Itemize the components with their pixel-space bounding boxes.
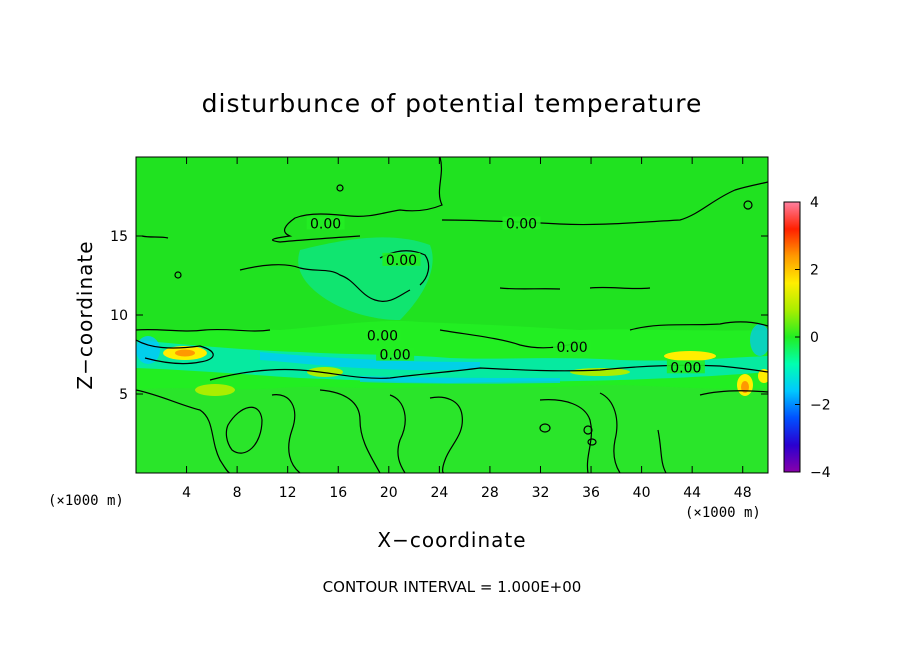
colorbar-tick-label: 2 xyxy=(810,263,819,279)
heatmap-warm-patch-low-2 xyxy=(570,368,630,376)
x-unit-left: (×1000 m) xyxy=(48,493,124,509)
colorbar-tick-label: −2 xyxy=(810,398,831,414)
x-tick-label: 48 xyxy=(734,485,752,501)
heatmap-upper-region xyxy=(136,157,768,331)
contour-line xyxy=(225,406,263,454)
contour-line xyxy=(336,184,344,192)
colorbar-ticks: −4 −2 0 2 4 xyxy=(795,195,831,481)
contour-label: 0.00 xyxy=(386,253,417,269)
contour-label-bg xyxy=(363,328,402,342)
contour-line xyxy=(499,287,561,290)
contour-label-bg xyxy=(306,216,345,230)
heatmap-warm-core-left xyxy=(175,349,195,357)
x-tick-label: 20 xyxy=(380,485,398,501)
y-tick-label: 15 xyxy=(110,229,128,245)
x-unit-right: (×1000 m) xyxy=(685,505,761,521)
contour-line xyxy=(539,399,592,473)
contour-label-bg xyxy=(553,339,592,353)
x-tick-label: 8 xyxy=(233,485,242,501)
contour-line xyxy=(319,389,381,473)
contour-line xyxy=(587,438,597,446)
contour-line xyxy=(629,321,768,331)
y-axis-title: Z−coordinate xyxy=(73,240,97,389)
contour-labels: 0.00 0.00 0.00 0.00 0.00 0.00 0.00 xyxy=(306,216,705,376)
contour-line xyxy=(389,394,406,473)
x-axis: 4 8 12 16 20 24 28 32 36 40 44 48 xyxy=(182,157,752,501)
contour-line xyxy=(583,425,593,435)
y-tick-label: 10 xyxy=(110,308,128,324)
heatmap-warm-patch-low xyxy=(195,384,235,396)
heatmap-left-cold-spot xyxy=(136,336,160,364)
heatmap-cold-band-core xyxy=(260,352,480,371)
contour-line xyxy=(539,423,551,433)
contour-line xyxy=(141,235,169,239)
y-tick-label: 5 xyxy=(119,387,128,403)
contour-line xyxy=(271,394,301,473)
contour-line xyxy=(239,264,411,302)
contour-line xyxy=(699,390,768,396)
colorbar-tick-label: −4 xyxy=(810,465,831,481)
x-tick-label: 40 xyxy=(633,485,651,501)
contour-label: 0.00 xyxy=(556,340,587,356)
contour-line xyxy=(136,389,231,473)
chart-title: disturbunce of potential temperature xyxy=(202,89,703,118)
contour-label-bg xyxy=(382,252,421,266)
contour-label-bg xyxy=(666,360,705,374)
x-tick-label: 44 xyxy=(683,485,701,501)
x-tick-label: 28 xyxy=(481,485,499,501)
colorbar-tick-label: 0 xyxy=(810,330,819,346)
x-tick-label: 16 xyxy=(329,485,347,501)
y-axis: 5 10 15 xyxy=(110,229,768,403)
contour-label: 0.00 xyxy=(380,348,411,364)
contour-line xyxy=(209,364,768,381)
contour-label: 0.00 xyxy=(670,360,701,376)
contour-label-bg xyxy=(376,347,415,361)
contour-line xyxy=(136,328,271,332)
heatmap-warm-core-right xyxy=(741,381,749,393)
x-axis-title: X−coordinate xyxy=(377,528,526,552)
contour-line xyxy=(589,286,651,290)
contour-line xyxy=(429,396,463,473)
x-tick-label: 36 xyxy=(582,485,600,501)
contour-line xyxy=(174,271,182,279)
heatmap-warm-edge-right xyxy=(758,369,768,383)
contour-label-bg xyxy=(502,216,541,230)
heatmap-cold-strip xyxy=(360,376,560,384)
contour-line xyxy=(657,429,667,473)
x-tick-label: 24 xyxy=(430,485,448,501)
heatmap-warm-patch-right xyxy=(664,351,716,361)
contour-line xyxy=(379,250,430,286)
x-tick-label: 32 xyxy=(532,485,550,501)
x-tick-label: 4 xyxy=(182,485,191,501)
heatmap-field: 0.00 0.00 0.00 0.00 0.00 0.00 0.00 xyxy=(136,157,768,473)
contour-label: 0.00 xyxy=(506,217,537,233)
contour-line xyxy=(272,157,443,243)
contour-line xyxy=(599,392,621,473)
contour-label: 0.00 xyxy=(367,329,398,345)
heatmap-right-cold-spot xyxy=(750,324,768,356)
contour-line xyxy=(136,339,214,365)
contour-line xyxy=(743,200,753,210)
heatmap-lower-region xyxy=(136,384,768,473)
contour-label: 0.00 xyxy=(310,217,341,233)
heatmap-warm-patch-mid xyxy=(307,367,343,377)
x-tick-label: 12 xyxy=(279,485,297,501)
contour-interval-note: CONTOUR INTERVAL = 1.000E+00 xyxy=(323,578,582,596)
colorbar-tick-label: 4 xyxy=(810,195,819,211)
